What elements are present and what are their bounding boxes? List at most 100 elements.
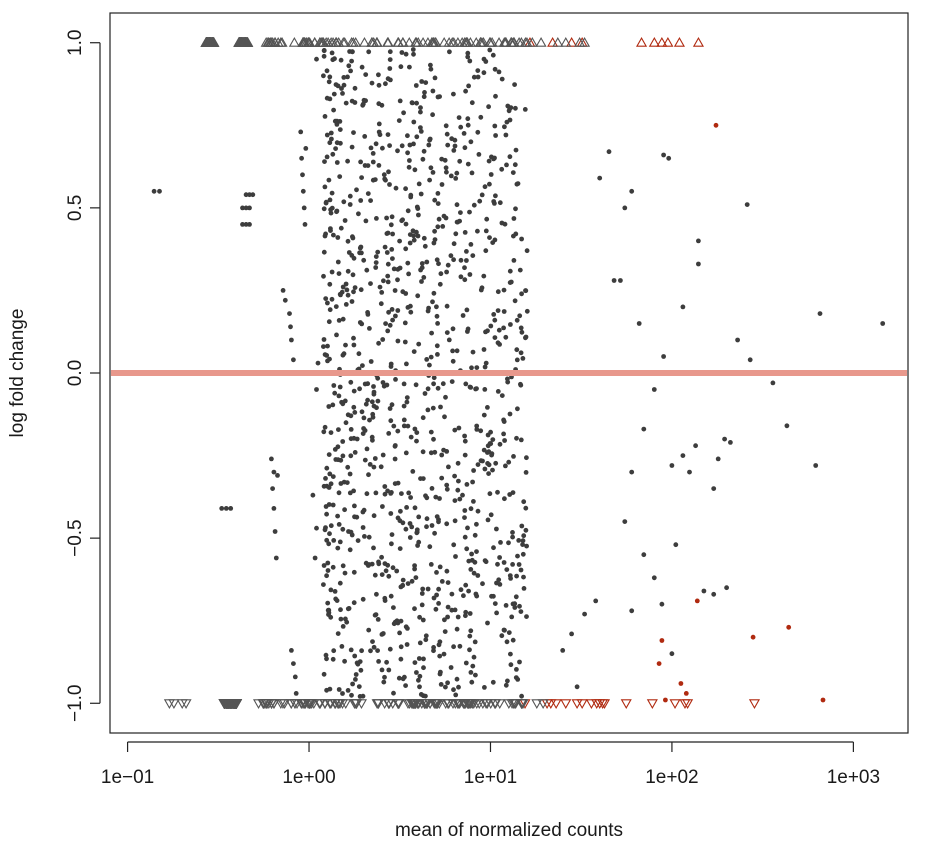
data-point xyxy=(240,222,245,227)
data-point xyxy=(392,481,398,486)
data-point xyxy=(330,502,336,508)
clipped-down-marker xyxy=(550,699,562,709)
data-point xyxy=(465,161,471,167)
data-point xyxy=(367,462,373,467)
data-point xyxy=(325,560,331,566)
data-point xyxy=(491,545,496,551)
series-2 xyxy=(524,37,704,47)
data-point xyxy=(370,639,375,644)
data-point xyxy=(323,652,329,658)
data-point xyxy=(371,545,376,551)
data-point xyxy=(401,110,406,116)
data-point xyxy=(420,476,426,481)
data-point xyxy=(501,560,507,565)
data-point xyxy=(711,486,717,491)
data-point xyxy=(365,397,370,403)
data-point xyxy=(512,605,518,610)
x-axis-title: mean of normalized counts xyxy=(395,820,623,841)
data-point xyxy=(666,155,672,161)
data-point xyxy=(387,49,393,55)
data-point xyxy=(444,303,450,309)
clipped-down-marker xyxy=(429,699,441,709)
data-point xyxy=(405,260,411,266)
data-point xyxy=(467,272,473,277)
data-point xyxy=(451,542,457,548)
data-point xyxy=(334,208,340,214)
data-point xyxy=(302,222,308,227)
data-point xyxy=(490,240,496,246)
data-point xyxy=(389,402,395,408)
data-point xyxy=(471,74,477,80)
data-point xyxy=(696,238,701,244)
clipped-up-marker xyxy=(443,37,455,47)
data-point xyxy=(747,357,753,363)
data-point xyxy=(496,577,502,583)
clipped-up-marker xyxy=(579,37,591,47)
data-point xyxy=(321,249,327,255)
data-point xyxy=(352,514,357,520)
data-point xyxy=(371,644,377,650)
data-point xyxy=(475,68,481,73)
data-point xyxy=(501,325,506,331)
data-point xyxy=(418,191,424,197)
data-point xyxy=(389,541,394,547)
data-point xyxy=(299,155,304,161)
data-point xyxy=(333,304,339,309)
data-point xyxy=(384,250,390,255)
data-point xyxy=(382,491,388,497)
data-point xyxy=(492,123,498,129)
data-point xyxy=(362,134,368,139)
data-point xyxy=(495,561,500,567)
data-point xyxy=(376,101,382,107)
data-point xyxy=(345,268,351,274)
data-point xyxy=(324,95,330,101)
data-point xyxy=(474,386,479,391)
data-point xyxy=(421,656,426,662)
data-point xyxy=(381,679,387,685)
data-point xyxy=(503,334,509,340)
data-point xyxy=(340,439,346,444)
data-point xyxy=(403,291,409,296)
data-point xyxy=(402,339,408,345)
data-point xyxy=(523,505,529,511)
data-point xyxy=(574,684,580,690)
data-point xyxy=(414,100,419,106)
data-point xyxy=(385,562,391,568)
data-point xyxy=(454,170,460,176)
data-point xyxy=(359,409,365,415)
data-point xyxy=(475,508,481,514)
data-point xyxy=(328,587,334,593)
data-point xyxy=(489,593,494,599)
data-point xyxy=(397,546,403,551)
data-point xyxy=(407,521,413,526)
data-point xyxy=(388,418,394,424)
data-point xyxy=(421,665,426,671)
data-point xyxy=(499,633,505,639)
data-point xyxy=(444,521,450,527)
data-point xyxy=(463,613,468,619)
data-points xyxy=(151,37,886,709)
data-point xyxy=(328,523,334,529)
data-point xyxy=(436,261,441,267)
data-point xyxy=(326,612,331,617)
clipped-up-marker xyxy=(337,37,349,47)
data-point xyxy=(369,80,375,86)
data-point xyxy=(452,427,458,433)
data-point xyxy=(365,191,371,197)
data-point xyxy=(419,279,424,284)
data-point xyxy=(373,265,379,270)
data-point xyxy=(389,307,395,312)
data-point xyxy=(273,555,279,561)
data-point xyxy=(448,665,454,670)
data-point xyxy=(390,256,395,261)
x-tick-label: 1e+01 xyxy=(464,767,517,788)
data-point xyxy=(495,489,500,495)
data-point xyxy=(411,237,417,243)
clipped-down-marker xyxy=(537,699,549,709)
data-point xyxy=(694,598,700,604)
data-point xyxy=(506,630,512,635)
data-point xyxy=(340,284,346,290)
data-point xyxy=(446,464,451,470)
data-point xyxy=(475,228,480,234)
